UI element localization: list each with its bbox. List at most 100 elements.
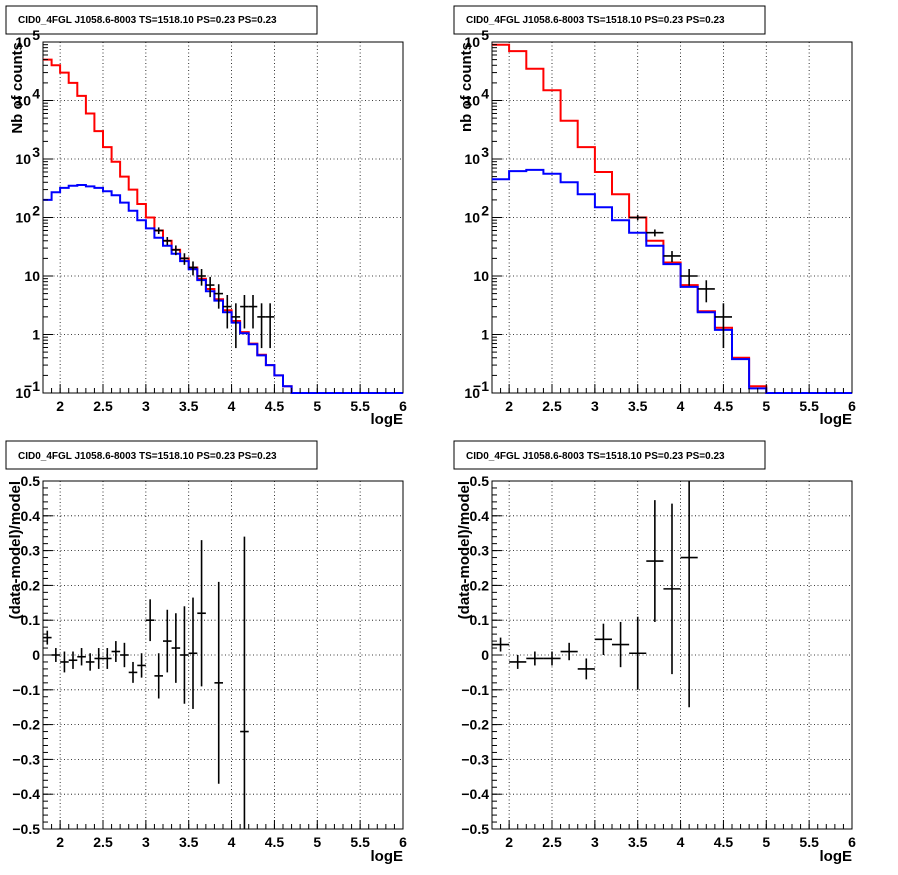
- residual-point: [43, 630, 52, 645]
- x-tick-label: 2.5: [93, 834, 113, 850]
- x-tick-label: 2.5: [542, 398, 562, 414]
- y-tick-label: −0.5: [12, 821, 40, 837]
- data-point: [214, 284, 223, 309]
- x-tick-label: 5: [762, 398, 770, 414]
- y-tick-label: 10: [464, 34, 480, 50]
- y-tick-label: 10: [473, 268, 489, 284]
- x-tick-label: 4.5: [265, 834, 285, 850]
- y-tick-label: −0.3: [12, 751, 40, 767]
- residual-point: [154, 653, 163, 699]
- data-point: [205, 276, 215, 298]
- y-tick-label: 0.2: [470, 577, 490, 593]
- data-point: [697, 280, 715, 303]
- y-tick-label: 0: [32, 647, 40, 663]
- residual-point: [163, 609, 172, 673]
- residual-point: [77, 648, 86, 666]
- x-tick-label: 5.5: [799, 398, 819, 414]
- x-axis-label: logE: [820, 848, 853, 865]
- residual-point: [492, 637, 510, 652]
- y-tick-exponent: 5: [481, 27, 489, 43]
- data-point: [188, 261, 198, 276]
- residual-point: [128, 661, 138, 683]
- x-tick-label: 4: [677, 834, 685, 850]
- residual-point: [543, 651, 561, 666]
- x-tick-label: 6: [848, 398, 856, 414]
- title-box: [453, 440, 766, 470]
- y-tick-label: 0: [481, 647, 489, 663]
- y-tick-label: 0.5: [21, 473, 41, 489]
- panel-counts-left: CID0_4FGL J1058.6-8003 TS=1518.10 PS=0.2…: [5, 5, 407, 428]
- y-tick-label: 10: [24, 268, 40, 284]
- y-tick-exponent: 4: [32, 86, 40, 102]
- x-tick-label: 2.5: [542, 834, 562, 850]
- residual-point: [560, 642, 578, 661]
- x-tick-label: 6: [399, 398, 407, 414]
- residual-point: [509, 655, 527, 669]
- y-tick-exponent: 5: [32, 27, 40, 43]
- y-tick-label: 10: [464, 151, 480, 167]
- x-tick-label: 4.5: [265, 398, 285, 414]
- title-box: [5, 5, 318, 35]
- residual-point: [612, 621, 630, 668]
- x-tick-label: 3.5: [628, 398, 648, 414]
- y-tick-label: 10: [15, 210, 31, 226]
- x-tick-label: 6: [848, 834, 856, 850]
- x-tick-label: 5: [313, 398, 321, 414]
- y-tick-label: 0.4: [21, 508, 41, 524]
- x-tick-label: 3: [142, 398, 150, 414]
- source-histogram-line: [492, 168, 852, 394]
- residual-point: [180, 606, 189, 704]
- x-tick-label: 5.5: [799, 834, 819, 850]
- x-tick-label: 2: [505, 834, 513, 850]
- y-tick-exponent: −1: [473, 378, 489, 394]
- total-histogram-line: [492, 43, 852, 394]
- title-box: [453, 5, 766, 35]
- x-axis-label: logE: [820, 411, 853, 428]
- x-tick-label: 3.5: [179, 398, 199, 414]
- y-tick-label: −0.4: [12, 786, 40, 802]
- chart-title: CID0_4FGL J1058.6-8003 TS=1518.10 PS=0.2…: [466, 451, 725, 462]
- x-tick-label: 4: [677, 398, 685, 414]
- residual-point: [526, 651, 544, 666]
- y-tick-label: 0.5: [470, 473, 490, 489]
- residual-point: [60, 651, 69, 673]
- y-tick-exponent: 4: [481, 86, 489, 102]
- data-point: [257, 303, 266, 349]
- x-tick-label: 3: [591, 398, 599, 414]
- y-tick-label: 0.1: [470, 612, 490, 628]
- residual-point: [171, 613, 181, 683]
- x-tick-label: 4: [228, 398, 236, 414]
- y-tick-label: 0.4: [470, 508, 490, 524]
- residual-point: [111, 641, 121, 662]
- panel-residuals-left: CID0_4FGL J1058.6-8003 TS=1518.10 PS=0.2…: [5, 440, 407, 865]
- x-axis-label: logE: [371, 848, 404, 865]
- residual-point: [197, 540, 206, 687]
- y-tick-label: −0.1: [12, 682, 40, 698]
- x-tick-label: 5: [762, 834, 770, 850]
- y-tick-label: 1: [32, 327, 40, 343]
- chart-title: CID0_4FGL J1058.6-8003 TS=1518.10 PS=0.2…: [466, 15, 725, 26]
- data-point: [240, 295, 249, 329]
- residual-point: [85, 653, 95, 671]
- data-point: [171, 245, 181, 256]
- data-point: [248, 295, 258, 329]
- y-tick-label: 10: [15, 151, 31, 167]
- x-tick-label: 5.5: [350, 398, 370, 414]
- y-axis-label: nb of counts: [458, 42, 475, 132]
- data-point: [223, 295, 232, 329]
- x-tick-label: 4.5: [714, 834, 734, 850]
- x-tick-label: 2: [56, 834, 64, 850]
- data-point: [154, 227, 163, 234]
- y-tick-exponent: 2: [32, 203, 40, 219]
- x-axis-label: logE: [371, 411, 404, 428]
- y-axis-label: Nb of counts: [9, 42, 26, 134]
- residual-point: [68, 651, 78, 669]
- residual-point: [120, 642, 129, 668]
- y-tick-exponent: 2: [481, 203, 489, 219]
- y-tick-label: 0.2: [21, 577, 41, 593]
- x-tick-label: 3: [142, 834, 150, 850]
- residual-point: [577, 658, 595, 680]
- x-tick-label: 2: [56, 398, 64, 414]
